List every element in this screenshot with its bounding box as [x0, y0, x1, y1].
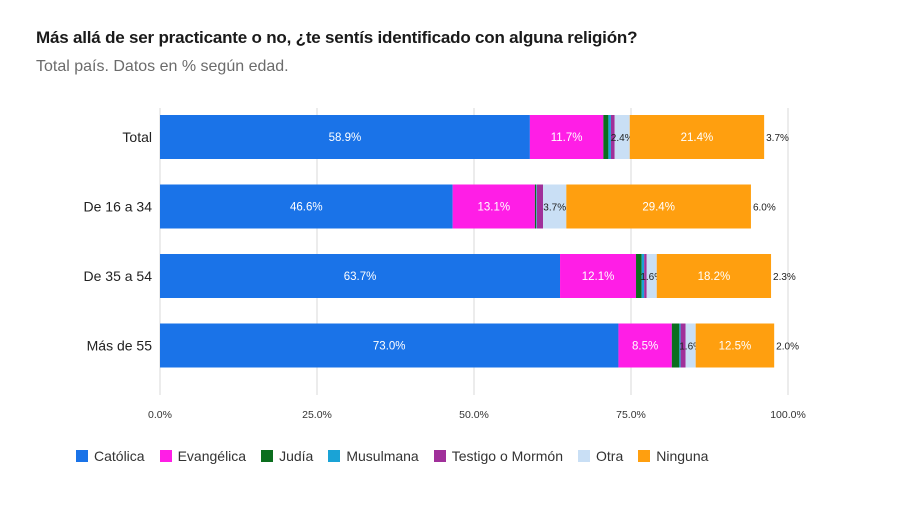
bar-segment [656, 254, 772, 298]
legend-item: Católica [76, 448, 145, 464]
bar-segment [614, 115, 630, 159]
bar-segment [536, 184, 537, 229]
bar-segment [603, 115, 609, 159]
category-label: Más de 55 [87, 338, 153, 354]
chart-subtitle: Total país. Datos en % según edad. [36, 58, 289, 75]
legend-item: Musulmana [328, 448, 419, 464]
bar-segment [160, 323, 619, 368]
legend-swatch [638, 450, 651, 462]
bar-segment [671, 323, 680, 368]
bar-segment [636, 254, 642, 298]
x-tick-label: 75.0% [616, 409, 646, 421]
data-label: 2.4% [611, 133, 634, 144]
data-label: 46.6% [290, 202, 323, 214]
legend-swatch [578, 450, 590, 462]
bar-segment [160, 184, 453, 229]
legend-item: Ninguna [638, 448, 708, 464]
legend-swatch [433, 450, 446, 462]
data-label: 21.4% [681, 132, 714, 144]
x-tick-label: 0.0% [148, 409, 172, 421]
bar-segment [644, 254, 647, 298]
legend-label: Judía [279, 448, 314, 464]
bar-segment [680, 323, 686, 368]
data-label: 11.7% [551, 132, 583, 144]
outside-data-label: 2.3% [773, 272, 796, 283]
bar-segment [529, 115, 604, 159]
data-label: 73.0% [373, 341, 406, 353]
bar-segment [608, 115, 611, 159]
bar-segment [641, 254, 645, 298]
legend-item: Testigo o Mormón [433, 448, 563, 464]
bar-segment [695, 323, 775, 368]
outside-data-label: 6.0% [753, 203, 776, 214]
data-label: 58.9% [329, 132, 362, 144]
legend-label: Musulmana [346, 448, 419, 464]
bar-segment [610, 115, 615, 159]
legend-item: Evangélica [159, 448, 247, 464]
bar-segment [679, 323, 681, 368]
data-label: 29.4% [642, 202, 675, 214]
data-label: 13.1% [477, 202, 510, 214]
x-tick-label: 100.0% [770, 409, 806, 421]
legend-label: Otra [596, 448, 624, 464]
bar-segment [629, 115, 765, 159]
legend-label: Testigo o Mormón [451, 448, 563, 464]
category-label: De 16 a 34 [84, 199, 153, 215]
legend-item: Judía [261, 448, 313, 464]
data-label: 63.7% [344, 271, 377, 283]
bar-segment [536, 184, 544, 229]
data-label: 12.1% [582, 271, 615, 283]
chart-title: Más allá de ser practicante o no, ¿te se… [36, 28, 638, 47]
outside-data-label: 2.0% [776, 342, 799, 353]
bar-segment [160, 254, 561, 298]
bar-segment [160, 115, 530, 159]
data-label: 1.6% [640, 272, 663, 283]
data-label: 1.6% [679, 342, 702, 353]
legend-swatch [328, 450, 341, 462]
legend-swatch [76, 450, 88, 462]
legend-label: Ninguna [656, 448, 709, 464]
data-label: 18.2% [698, 271, 731, 283]
bar-segment [452, 184, 535, 229]
bar-segment [560, 254, 637, 298]
category-label: De 35 a 54 [84, 268, 153, 284]
bar-segment [618, 323, 672, 368]
legend-label: Evangélica [177, 448, 247, 464]
legend-swatch [159, 450, 172, 462]
bar-segment [685, 323, 696, 368]
x-tick-label: 25.0% [302, 409, 332, 421]
legend-swatch [261, 450, 274, 462]
bar-segment [543, 184, 567, 229]
outside-data-label: 3.7% [766, 133, 789, 144]
bar-segment [646, 254, 657, 298]
data-label: 12.5% [719, 341, 752, 353]
data-label: 8.5% [632, 341, 658, 353]
stacked-bar-chart: 0.0% 25.0% 50.0% 75.0% 100.0% Total 58.9% 11.7%… [84, 108, 806, 421]
bar-segment [566, 184, 751, 229]
chart-legend: Católica Evangélica Judía Musulmana Testigo … [76, 448, 708, 464]
legend-item: Otra [578, 448, 623, 464]
data-label: 3.7% [543, 203, 566, 214]
category-label: Total [122, 129, 152, 145]
x-tick-label: 50.0% [459, 409, 489, 421]
bar-segment [534, 184, 537, 229]
legend-label: Católica [94, 448, 145, 464]
